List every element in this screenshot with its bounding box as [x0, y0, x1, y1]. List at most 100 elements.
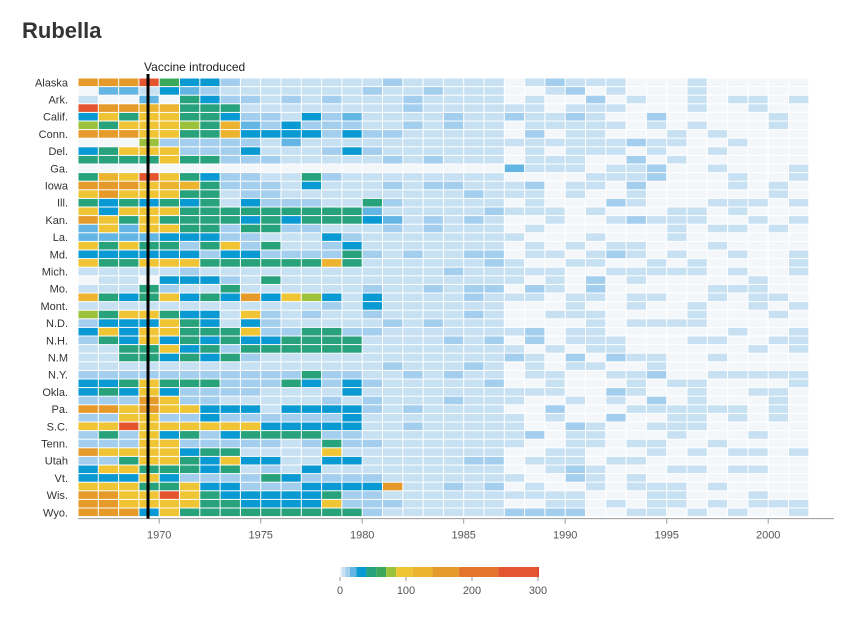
heatmap-cell: [220, 87, 240, 95]
heatmap-cell: [667, 336, 687, 345]
heatmap-cell: [646, 164, 667, 173]
heatmap-cell: [565, 379, 585, 388]
heatmap-cell: [403, 112, 423, 121]
heatmap-cell: [342, 456, 362, 465]
heatmap-cell: [362, 233, 382, 241]
heatmap-cell: [200, 198, 220, 207]
heatmap-cell: [403, 362, 423, 370]
heatmap-cell: [484, 78, 504, 87]
heatmap-cell: [301, 224, 322, 233]
heatmap-cell: [383, 465, 403, 474]
heatmap-cell: [525, 508, 545, 517]
heatmap-cell: [525, 405, 545, 413]
heatmap-cell: [180, 173, 200, 181]
heatmap-cell: [383, 147, 403, 155]
heatmap-cell: [748, 164, 768, 173]
heatmap-cell: [281, 112, 301, 121]
heatmap-cell: [342, 379, 362, 388]
heatmap-cell: [748, 499, 768, 508]
heatmap-cell: [240, 155, 261, 164]
heatmap-cell: [220, 353, 240, 362]
heatmap-cell: [525, 207, 545, 216]
heatmap-cell: [159, 78, 179, 87]
heatmap-cell: [565, 181, 585, 190]
heatmap-cell: [301, 431, 322, 439]
heatmap-cell: [301, 121, 322, 130]
heatmap-cell: [484, 482, 504, 491]
heatmap-cell: [565, 293, 585, 302]
heatmap-cell: [261, 224, 281, 233]
heatmap-cell: [220, 241, 240, 250]
heatmap-cell: [484, 224, 504, 233]
heatmap-cell: [748, 456, 768, 465]
heatmap-cell: [545, 198, 565, 207]
heatmap-cell: [159, 181, 179, 190]
heatmap-cell: [119, 276, 139, 284]
heatmap-cell: [301, 216, 322, 224]
heatmap-cell: [626, 130, 646, 138]
heatmap-cell: [545, 147, 565, 155]
heatmap-cell: [403, 207, 423, 216]
heatmap-cell: [98, 396, 119, 405]
heatmap-cell: [748, 362, 768, 370]
heatmap-cell: [707, 439, 728, 448]
heatmap-cell: [322, 233, 342, 241]
heatmap-cell: [768, 198, 788, 207]
heatmap-cell: [200, 388, 220, 396]
heatmap-cell: [403, 95, 423, 104]
heatmap-cell: [687, 370, 707, 379]
heatmap-cell: [119, 164, 139, 173]
heatmap-cells: [78, 78, 809, 517]
heatmap-cell: [159, 508, 179, 517]
heatmap-cell: [362, 164, 382, 173]
heatmap-cell: [200, 508, 220, 517]
heatmap-cell: [789, 302, 809, 310]
heatmap-cell: [545, 448, 565, 456]
heatmap-cell: [240, 138, 261, 147]
heatmap-cell: [728, 396, 748, 405]
heatmap-cell: [464, 78, 484, 87]
heatmap-cell: [200, 345, 220, 353]
heatmap-cell: [484, 508, 504, 517]
heatmap-cell: [789, 482, 809, 491]
heatmap-cell: [586, 112, 606, 121]
heatmap-cell: [586, 224, 606, 233]
heatmap-cell: [159, 310, 179, 319]
heatmap-cell: [606, 456, 626, 465]
heatmap-cell: [484, 370, 504, 379]
heatmap-cell: [687, 164, 707, 173]
heatmap-cell: [748, 190, 768, 198]
heatmap-cell: [565, 164, 585, 173]
heatmap-cell: [464, 138, 484, 147]
heatmap-cell: [626, 336, 646, 345]
heatmap-cell: [180, 87, 200, 95]
heatmap-cell: [281, 241, 301, 250]
heatmap-cell: [220, 396, 240, 405]
heatmap-cell: [464, 216, 484, 224]
heatmap-cell: [281, 181, 301, 190]
heatmap-cell: [667, 293, 687, 302]
heatmap-cell: [464, 388, 484, 396]
heatmap-cell: [78, 336, 98, 345]
heatmap-cell: [748, 422, 768, 431]
heatmap-cell: [484, 198, 504, 207]
heatmap-cell: [464, 293, 484, 302]
heatmap-cell: [220, 405, 240, 413]
heatmap-cell: [423, 482, 443, 491]
heatmap-cell: [322, 259, 342, 267]
heatmap-cell: [707, 259, 728, 267]
heatmap-cell: [281, 491, 301, 499]
heatmap-cell: [403, 190, 423, 198]
heatmap-cell: [768, 95, 788, 104]
heatmap-cell: [667, 379, 687, 388]
heatmap-cell: [403, 138, 423, 147]
heatmap-cell: [220, 78, 240, 87]
heatmap-cell: [383, 224, 403, 233]
heatmap-cell: [545, 405, 565, 413]
heatmap-cell: [606, 370, 626, 379]
heatmap-cell: [606, 508, 626, 517]
heatmap-cell: [667, 353, 687, 362]
heatmap-cell: [728, 173, 748, 181]
heatmap-cell: [464, 474, 484, 482]
heatmap-cell: [261, 499, 281, 508]
